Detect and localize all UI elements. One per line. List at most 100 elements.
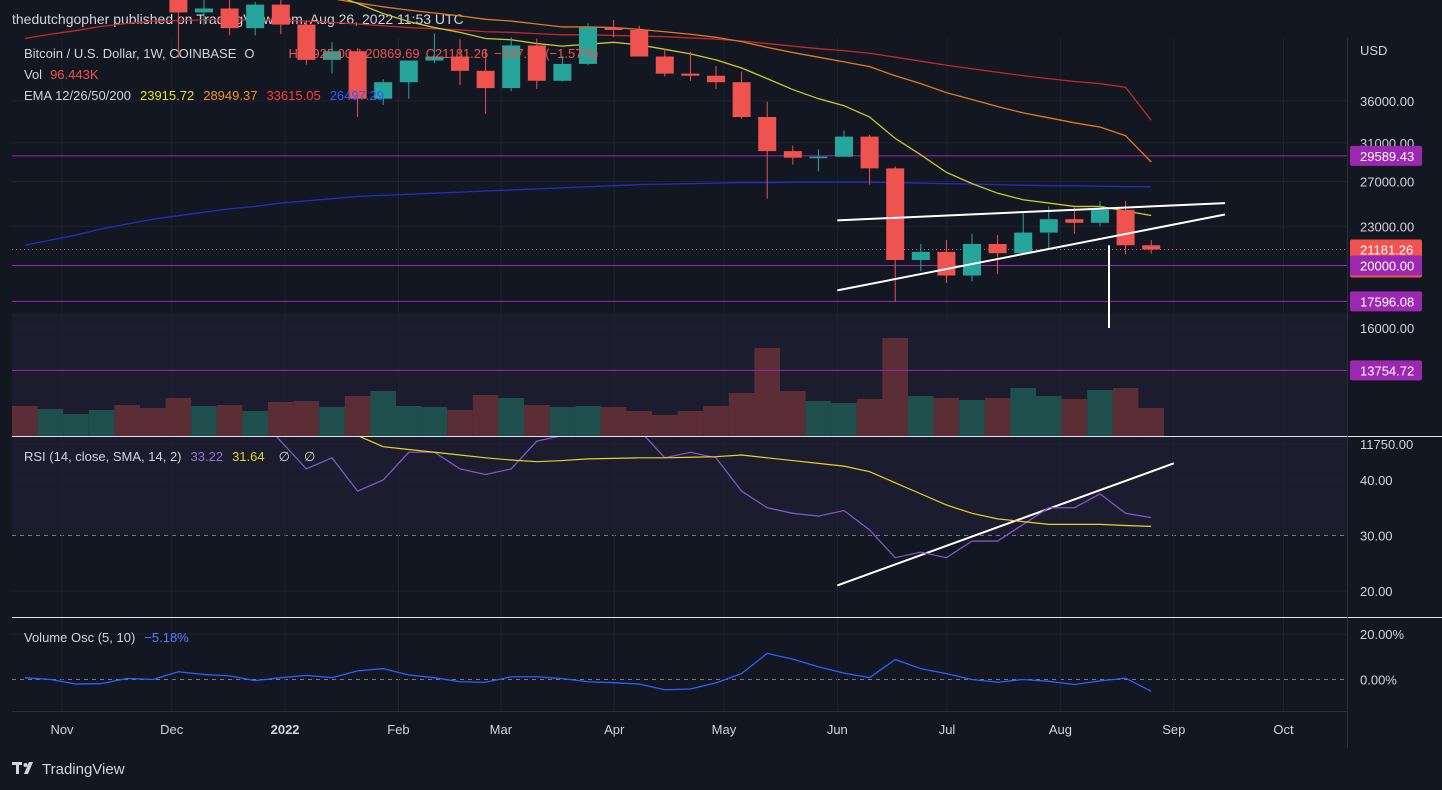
volume-bar — [805, 401, 832, 436]
ohlc-high: H21925.00 — [289, 46, 353, 61]
price-legend: Bitcoin / U.S. Dollar, 1W, COINBASE O H219… — [24, 46, 598, 103]
rsi-extra-2: ∅ — [304, 449, 315, 464]
candle-body — [451, 56, 469, 71]
volume-bar — [1087, 390, 1113, 436]
candle-body — [860, 136, 879, 169]
candle-body — [297, 24, 316, 60]
rsi-tick: 40.00 — [1360, 473, 1393, 488]
candle-body — [1116, 209, 1135, 246]
volume-label: Vol — [24, 67, 42, 82]
trendline-0 — [837, 202, 1226, 222]
rsi-tick: 30.00 — [1360, 529, 1393, 544]
trendline-1 — [837, 213, 1226, 292]
ema-legend: EMA 12/26/50/200 23915.72 28949.37 33615.05… — [24, 88, 384, 103]
volume-bar — [396, 406, 422, 436]
volume-bar — [63, 414, 89, 436]
candle-body — [988, 243, 1007, 254]
rsi-pane[interactable] — [12, 437, 1347, 617]
volume-bar — [37, 409, 64, 436]
candle-body — [1039, 219, 1058, 233]
time-axis-labels[interactable]: Nov Dec 2022 Feb Mar Apr May Jun Jul Aug Sep Oct — [50, 722, 1294, 737]
horizontal-levels — [12, 155, 1347, 371]
rsi-axis-ticks[interactable]: 40.00 30.00 20.00 — [1360, 473, 1393, 599]
volume-bar — [370, 391, 396, 436]
volume-bar — [498, 398, 524, 436]
volume-bar — [549, 407, 576, 436]
rsi-line — [276, 437, 1152, 559]
volume-bar — [754, 348, 780, 436]
candle-body — [604, 27, 623, 30]
price-badge-bg — [1350, 145, 1422, 166]
volume-bar — [908, 396, 934, 436]
candle-body — [399, 60, 418, 83]
vosc-legend: Volume Osc (5, 10) −5.18% — [24, 630, 189, 645]
time-label-apr: Apr — [604, 722, 625, 737]
price-badge: 13754.72 — [1360, 363, 1414, 378]
price-badge-bg — [1350, 360, 1422, 381]
candles — [169, 0, 1161, 302]
volume-bar — [319, 407, 345, 436]
price-tick: 27000.00 — [1360, 175, 1414, 190]
volume-bar — [114, 405, 140, 436]
price-tick: 16000.00 — [1360, 321, 1414, 336]
volume-bar — [933, 398, 960, 436]
candle-body — [348, 51, 367, 99]
volume-bar — [165, 398, 192, 436]
candle-body — [963, 243, 981, 276]
candle-body — [476, 70, 495, 89]
ohlc-low: L20869.69 — [358, 46, 419, 61]
price-badge: 21181.26 — [1360, 242, 1413, 257]
candle-body — [169, 0, 188, 13]
time-label-dec: Dec — [160, 722, 184, 737]
ema-label: EMA 12/26/50/200 — [24, 88, 131, 103]
candle-body — [271, 4, 290, 25]
candle-body — [527, 45, 546, 81]
volume-bar — [882, 338, 908, 436]
price-tick: 36000.00 — [1360, 94, 1414, 109]
vosc-tick: 0.00% — [1360, 673, 1397, 688]
vosc-axis-ticks[interactable]: 20.00% 0.00% — [1360, 627, 1405, 687]
volume-bar — [728, 393, 755, 436]
vosc-line — [24, 652, 1152, 692]
ema200-value: 26497.29 — [330, 88, 384, 103]
candle-body — [630, 29, 649, 57]
candle-body — [911, 251, 930, 260]
price-badge: 17596.08 — [1360, 294, 1414, 309]
volume-bar — [268, 402, 294, 436]
candle-body — [374, 82, 393, 99]
ema50-value: 33615.05 — [266, 88, 320, 103]
grid-lines — [12, 38, 1347, 711]
volume-bar — [1010, 388, 1036, 436]
time-label-mar: Mar — [490, 722, 513, 737]
ema26-value: 28949.37 — [203, 88, 257, 103]
candle-body — [681, 73, 700, 76]
volume-bar — [447, 410, 473, 436]
time-label-aug: Aug — [1049, 722, 1072, 737]
trendlines[interactable] — [836, 202, 1226, 587]
vosc-value: −5.18% — [144, 630, 189, 645]
volume-bar — [959, 400, 985, 436]
candle-body — [835, 136, 853, 157]
rsi-lines — [276, 437, 1152, 559]
candle-body — [707, 75, 725, 83]
rsi-value: 33.22 — [191, 449, 224, 464]
vosc-pane[interactable] — [12, 618, 1347, 711]
symbol-name: Bitcoin / U.S. Dollar, 1W, COINBASE — [24, 46, 237, 61]
rsi-sma-value: 31.64 — [232, 449, 265, 464]
candle-body — [425, 56, 444, 61]
volume-bar — [242, 411, 268, 436]
ema12-value: 23915.72 — [140, 88, 194, 103]
volume-bar — [652, 415, 678, 436]
time-label-may: May — [712, 722, 737, 737]
volume-bar — [575, 406, 601, 436]
ema-line-ema200 — [24, 181, 1152, 246]
time-label-jul: Jul — [939, 722, 956, 737]
vosc-tick: 20.00% — [1360, 627, 1405, 642]
candle-body — [886, 168, 905, 260]
ohlc-change: −337.01 (−1.57%) — [494, 46, 598, 61]
time-label-2022: 2022 — [271, 722, 300, 737]
volume-bar — [703, 406, 729, 436]
price-badge: 20000.00 — [1360, 259, 1414, 274]
